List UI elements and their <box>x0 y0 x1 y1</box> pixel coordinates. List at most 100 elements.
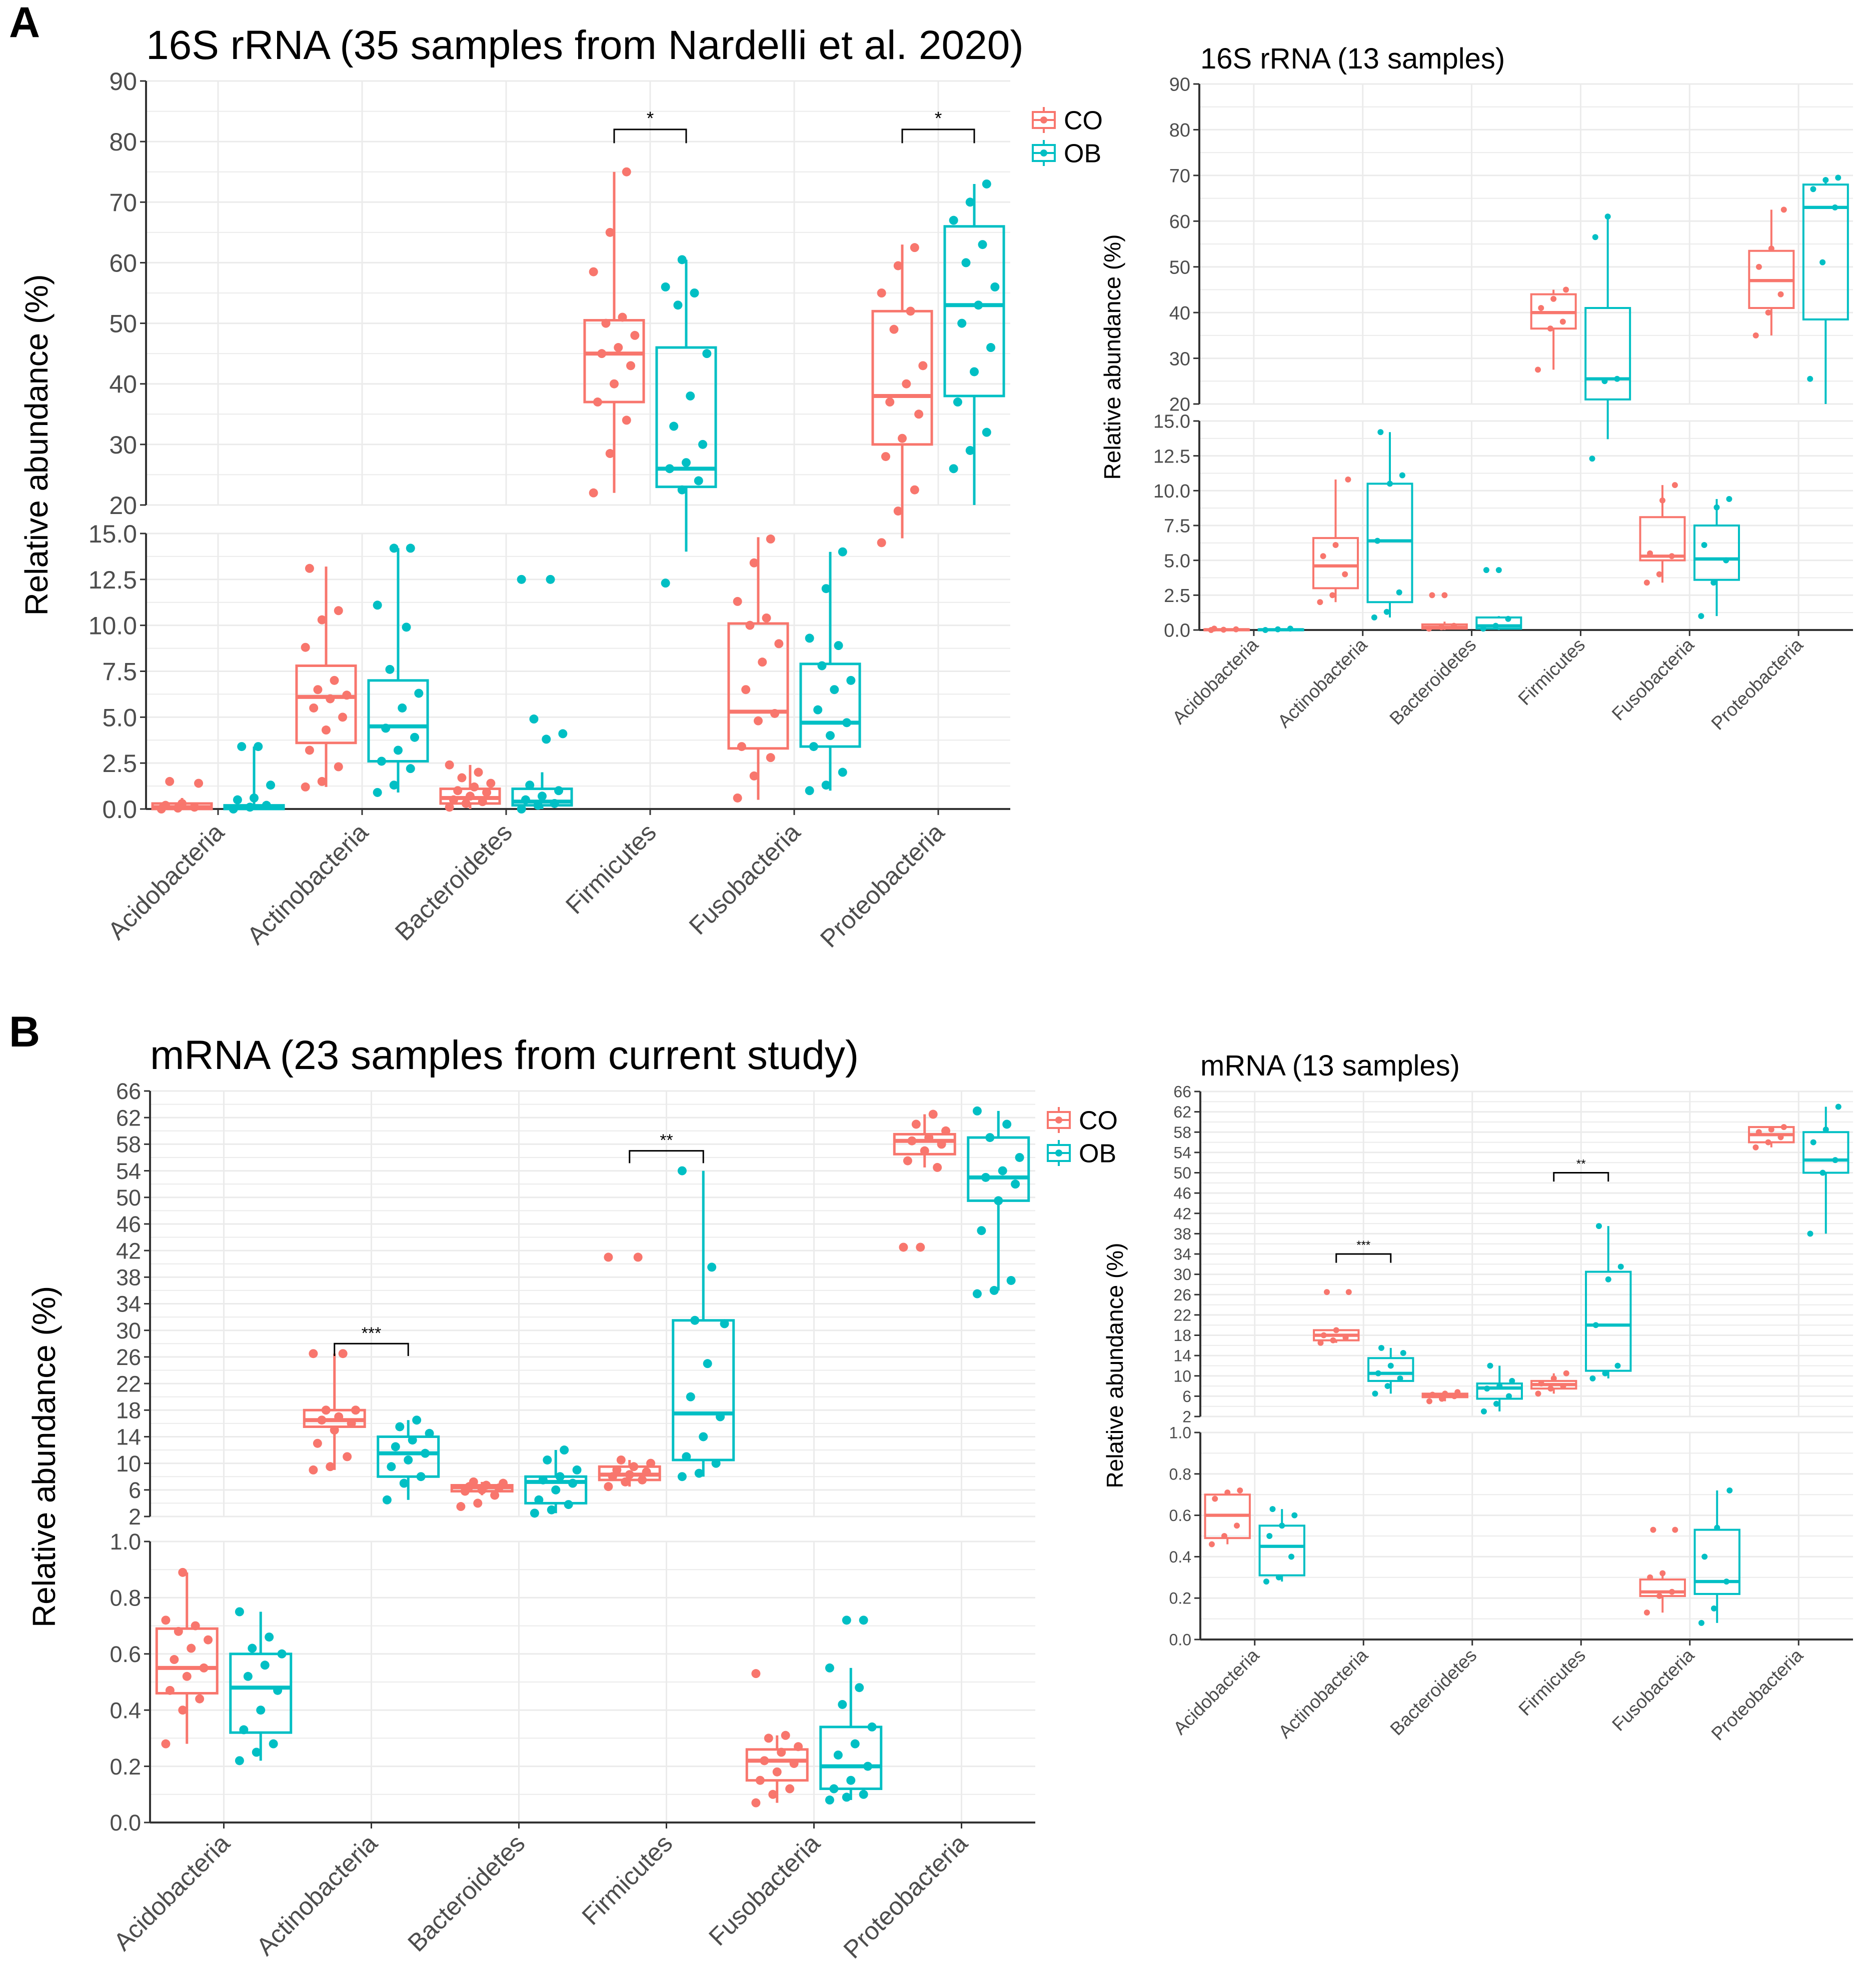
data-point <box>402 622 411 632</box>
x-tick-label-actinobacteria: Actinobacteria <box>242 818 374 950</box>
data-point <box>720 1319 729 1328</box>
data-point <box>1647 1574 1653 1580</box>
box-rect <box>1475 616 1522 630</box>
y-tick-label: 2.5 <box>102 750 137 778</box>
data-point <box>453 786 463 796</box>
data-point <box>1279 1522 1285 1529</box>
data-point <box>682 1452 691 1462</box>
data-point <box>1752 332 1759 338</box>
data-point <box>338 712 348 722</box>
y-tick-label: 0.8 <box>110 1586 141 1611</box>
data-point <box>178 1706 188 1715</box>
data-point <box>855 1683 864 1692</box>
legend-key-point <box>1040 150 1047 156</box>
data-point <box>1535 1390 1541 1397</box>
data-point <box>499 1478 508 1488</box>
data-point <box>546 574 555 584</box>
data-point <box>445 802 454 812</box>
data-point <box>777 1748 786 1757</box>
data-point <box>1765 1139 1771 1146</box>
data-point <box>1220 626 1227 633</box>
data-point <box>1320 553 1326 560</box>
data-point <box>449 795 458 804</box>
data-point <box>813 705 823 714</box>
data-point <box>568 1478 578 1488</box>
data-point <box>834 641 843 650</box>
box-co-bacteroidetes <box>1421 592 1468 632</box>
data-point <box>953 398 962 407</box>
data-point <box>564 1500 573 1510</box>
data-point <box>191 1621 200 1630</box>
data-point <box>237 742 247 752</box>
data-point <box>1559 318 1566 325</box>
data-point <box>981 1172 990 1182</box>
data-point <box>842 1616 851 1625</box>
data-point <box>414 688 424 698</box>
y-tick-label: 10.0 <box>89 612 137 640</box>
data-point <box>1752 1144 1759 1150</box>
y-tick-label: 0.0 <box>102 796 137 824</box>
data-point <box>1266 1533 1273 1539</box>
data-point <box>235 1607 244 1616</box>
legend-key-point <box>1040 116 1047 124</box>
box-rect <box>871 310 933 446</box>
chart-b2: 261014182226303438424650545862660.00.20.… <box>1102 1083 1853 1744</box>
data-point <box>766 534 775 544</box>
data-point <box>517 574 526 584</box>
data-point <box>1345 1289 1352 1296</box>
y-tick-label: 54 <box>1173 1144 1191 1162</box>
data-point <box>863 1762 873 1771</box>
data-point <box>690 1316 700 1325</box>
data-point <box>1605 1276 1611 1282</box>
box-rect <box>1367 1357 1414 1382</box>
data-point <box>1484 1386 1490 1392</box>
data-point <box>1221 1533 1227 1539</box>
y-tick-label: 30 <box>116 1318 141 1344</box>
significance-bracket <box>1553 1172 1609 1182</box>
significance-bracket <box>1335 1253 1392 1263</box>
data-point <box>1274 626 1281 632</box>
data-point <box>521 795 530 804</box>
y-tick-label: 80 <box>1169 120 1190 141</box>
data-point <box>330 676 339 685</box>
data-point <box>633 1252 643 1262</box>
data-point <box>1208 1541 1215 1548</box>
data-point <box>178 1568 188 1577</box>
data-point <box>910 243 919 252</box>
y-tick-label: 10 <box>116 1451 141 1476</box>
data-point <box>677 1472 687 1482</box>
data-point <box>982 179 991 188</box>
data-point <box>755 1776 765 1785</box>
data-point <box>1656 1593 1662 1600</box>
chart-a1-title: 16S rRNA (35 samples from Nardelli et al… <box>146 22 1024 68</box>
data-point <box>1589 456 1595 462</box>
data-point <box>998 1166 1007 1176</box>
data-point <box>461 798 471 808</box>
y-tick-label: 10.0 <box>1153 481 1190 502</box>
data-point <box>906 306 915 316</box>
data-point <box>1669 1588 1675 1595</box>
data-point <box>347 1418 356 1428</box>
data-point <box>612 1465 622 1474</box>
y-tick-label: 1.0 <box>1169 1424 1191 1442</box>
data-point <box>245 802 255 812</box>
data-point <box>985 1133 995 1142</box>
data-point <box>593 398 602 407</box>
data-point <box>889 324 899 334</box>
data-point <box>560 1446 569 1455</box>
data-point <box>1723 557 1729 564</box>
data-point <box>395 1422 405 1432</box>
data-point <box>867 1722 877 1732</box>
data-point <box>846 676 856 685</box>
box-co-acidobacteria <box>151 776 213 814</box>
y-tick-label: 62 <box>1173 1103 1191 1121</box>
significance-label: *** <box>362 1324 381 1342</box>
data-point <box>1765 310 1771 316</box>
y-tick-label: 12.5 <box>89 566 137 594</box>
data-point <box>1262 627 1269 633</box>
data-point <box>989 1286 999 1295</box>
data-point <box>751 1798 761 1808</box>
data-point <box>1547 1386 1554 1392</box>
data-point <box>694 476 703 486</box>
legend-label-ob: OB <box>1079 1140 1116 1168</box>
